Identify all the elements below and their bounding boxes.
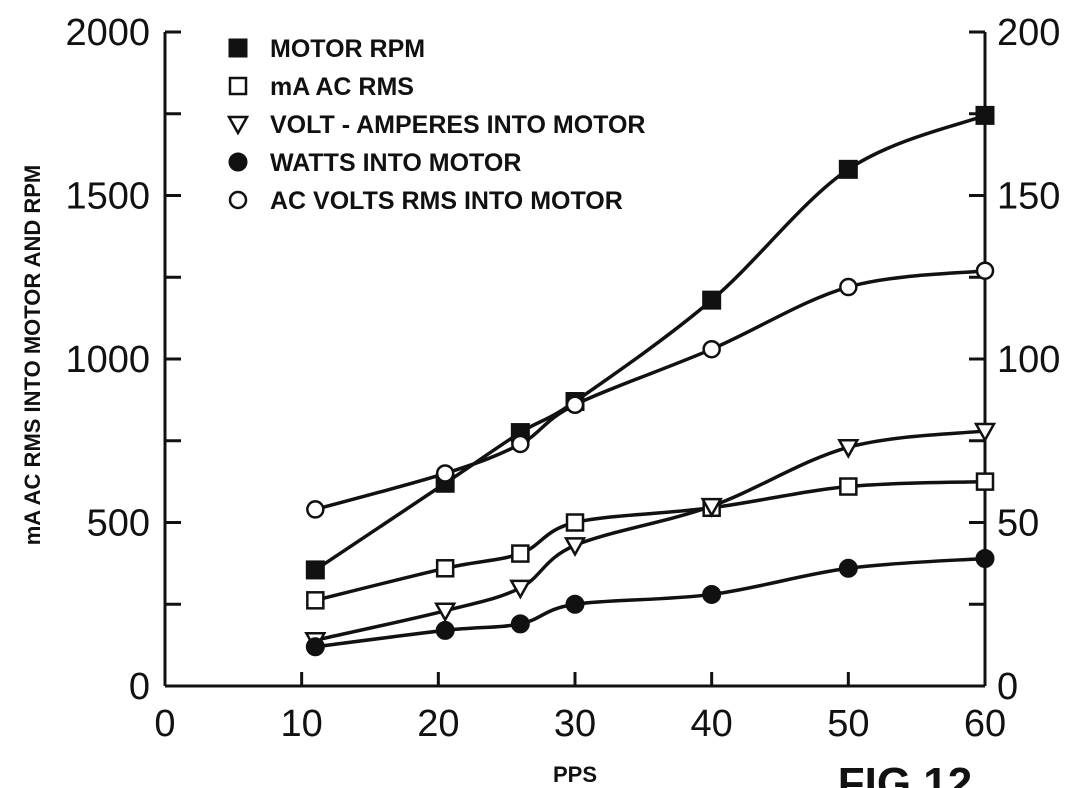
series-line-2: [315, 431, 985, 640]
data-point-open-circle: [437, 465, 453, 481]
data-point-filled-square: [703, 291, 721, 309]
data-point-filled-square: [976, 106, 994, 124]
data-point-open-circle: [307, 501, 323, 517]
data-point-open-circle: [567, 397, 583, 413]
data-point-open-circle: [512, 436, 528, 452]
x-tick-label: 50: [827, 703, 869, 745]
legend: MOTOR RPM mA AC RMS VOLT - AMPERES INTO MO…: [229, 35, 645, 215]
data-point-filled-circle: [976, 549, 994, 567]
legend-label: WATTS INTO MOTOR: [270, 149, 521, 177]
data-point-filled-circle: [511, 615, 529, 633]
x-tick-label: 0: [154, 703, 175, 745]
y-tick-label-left: 500: [87, 503, 150, 545]
data-point-filled-circle: [306, 638, 324, 656]
series-line-4: [315, 271, 985, 510]
legend-label: mA AC RMS: [270, 73, 414, 101]
data-point-open-circle: [840, 279, 856, 295]
legend-label: MOTOR RPM: [270, 35, 425, 63]
legend-marker-open-triangle: [229, 117, 247, 133]
data-point-filled-circle: [703, 585, 721, 603]
data-point-filled-circle: [839, 559, 857, 577]
data-point-filled-circle: [566, 595, 584, 613]
series-line-3: [315, 558, 985, 646]
data-point-open-square: [977, 474, 993, 490]
data-point-open-square: [512, 546, 528, 562]
data-point-open-circle: [704, 341, 720, 357]
data-point-open-square: [307, 592, 323, 608]
y-tick-label-right: 50: [997, 503, 1039, 545]
legend-marker-filled-square: [229, 39, 247, 57]
data-point-open-square: [840, 479, 856, 495]
legend-marker-open-square: [230, 78, 246, 94]
x-tick-label: 20: [417, 703, 459, 745]
y-tick-label-right: 200: [997, 12, 1060, 54]
series-line-0: [315, 115, 985, 570]
y-tick-label-right: 0: [997, 666, 1018, 708]
legend-marker-filled-circle: [229, 153, 247, 171]
x-tick-label: 30: [554, 703, 596, 745]
legend-label: AC VOLTS RMS INTO MOTOR: [270, 187, 623, 215]
data-point-open-triangle: [511, 581, 529, 597]
data-point-filled-square: [306, 561, 324, 579]
x-axis-title: PPS: [553, 762, 597, 787]
y-tick-label-left: 1000: [65, 339, 150, 381]
y-axis-title: mA AC RMS INTO MOTOR AND RPM: [20, 165, 45, 546]
data-point-filled-circle: [436, 621, 454, 639]
figure-label: FIG 12: [838, 759, 973, 788]
y-tick-label-left: 2000: [65, 12, 150, 54]
x-tick-label: 40: [691, 703, 733, 745]
data-point-open-circle: [977, 263, 993, 279]
y-tick-label-right: 150: [997, 176, 1060, 218]
legend-marker-open-circle: [230, 192, 246, 208]
data-point-open-square: [567, 515, 583, 531]
x-tick-label: 60: [964, 703, 1006, 745]
x-tick-label: 10: [281, 703, 323, 745]
series-line-1: [315, 482, 985, 601]
y-tick-label-left: 1500: [65, 176, 150, 218]
y-tick-label-left: 0: [129, 666, 150, 708]
legend-label: VOLT - AMPERES INTO MOTOR: [270, 111, 645, 139]
data-point-open-square: [437, 560, 453, 576]
y-tick-label-right: 100: [997, 339, 1060, 381]
data-point-filled-square: [839, 160, 857, 178]
